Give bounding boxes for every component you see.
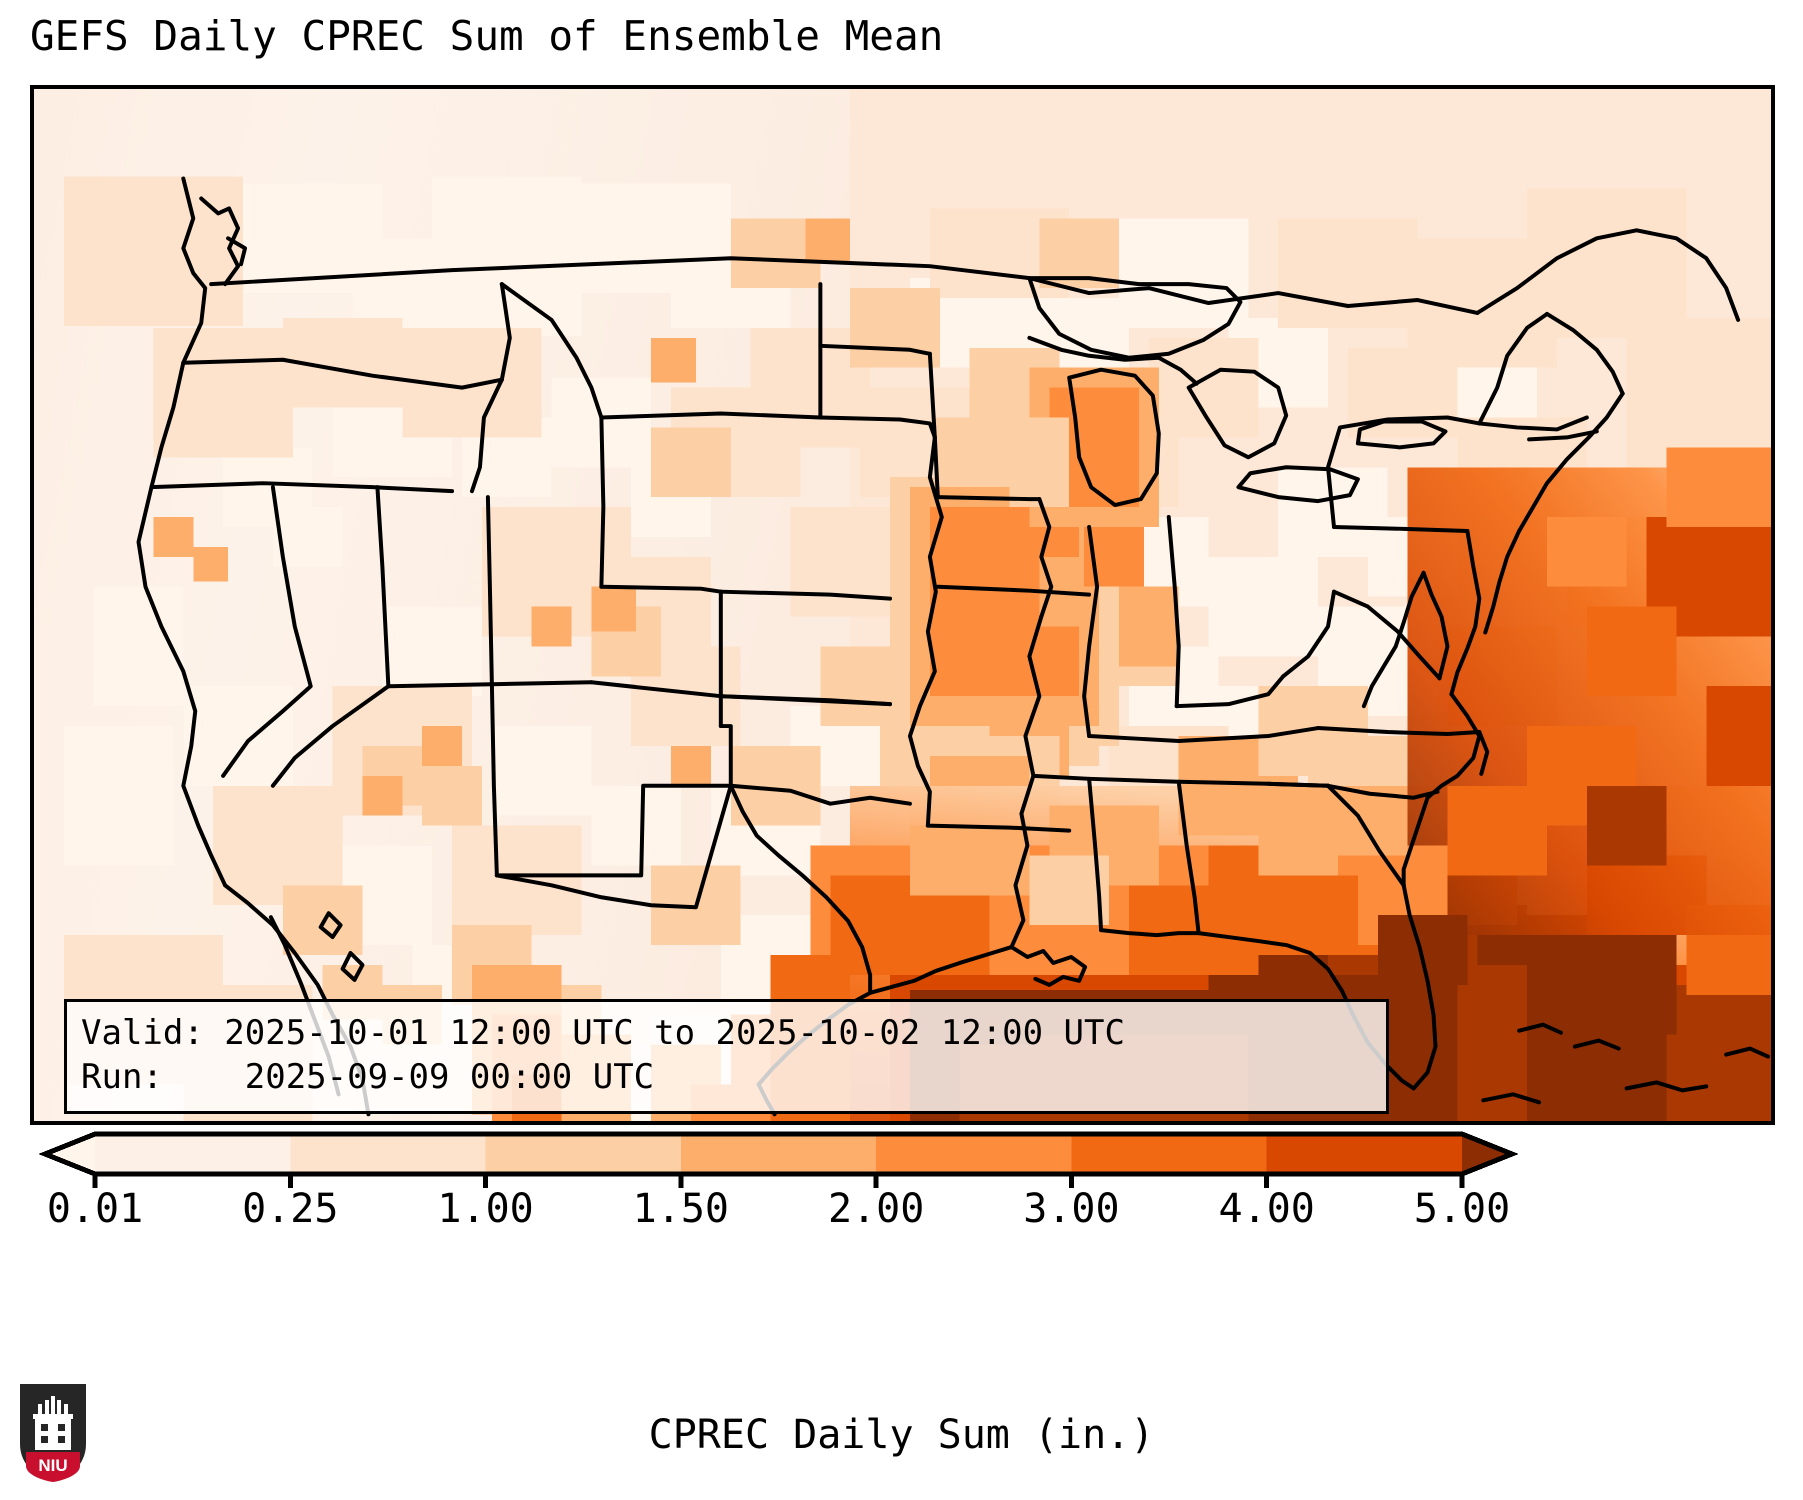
page-title: GEFS Daily CPREC Sum of Ensemble Mean: [30, 12, 944, 60]
colorbar-band: [1071, 1134, 1268, 1174]
colorbar-band: [485, 1134, 682, 1174]
colorbar-tick-label: 4.00: [1218, 1186, 1315, 1232]
logo-text: NIU: [38, 1456, 67, 1475]
colorbar-under-arrow: [45, 1134, 95, 1174]
colorbar-tick-label: 3.00: [1023, 1186, 1120, 1232]
colorbar-axis-label: CPREC Daily Sum (in.): [648, 1412, 1155, 1458]
colorbar-tick-label: 1.50: [632, 1186, 730, 1232]
precipitation-heatmap-layer: [34, 89, 1771, 1121]
colorbar-band: [680, 1134, 877, 1174]
valid-time-line: Valid: 2025-10-01 12:00 UTC to 2025-10-0…: [81, 1013, 1125, 1053]
map-panel[interactable]: Valid: 2025-10-01 12:00 UTC to 2025-10-0…: [30, 85, 1775, 1125]
colorbar[interactable]: 0.01 0.25 1.00 1.50 2.00 3.00 4.00 5.00: [0, 1128, 1803, 1328]
colorbar-band: [95, 1134, 291, 1174]
logo-tower-icon: [33, 1396, 73, 1450]
colorbar-band: [1266, 1134, 1463, 1174]
logo-tower-windows: [41, 1424, 65, 1443]
colorbar-tick-label: 0.01: [46, 1186, 144, 1232]
logo-banner: [26, 1452, 80, 1482]
valid-run-annotation-box: Valid: 2025-10-01 12:00 UTC to 2025-10-0…: [64, 999, 1389, 1115]
colorbar-tick-label: 5.00: [1413, 1186, 1511, 1232]
colorbar-tick-label: 0.25: [242, 1186, 339, 1232]
run-time-line: Run: 2025-09-09 00:00 UTC: [81, 1056, 655, 1097]
colorbar-tick-label: 1.00: [437, 1186, 534, 1232]
niu-logo[interactable]: NIU: [16, 1378, 90, 1486]
colorbar-band: [290, 1134, 487, 1174]
colorbar-over-arrow: [1462, 1134, 1512, 1174]
colorbar-band: [876, 1134, 1073, 1174]
colorbar-swatches: [38, 1131, 1519, 1188]
colorbar-tick-label: 2.00: [827, 1186, 925, 1232]
